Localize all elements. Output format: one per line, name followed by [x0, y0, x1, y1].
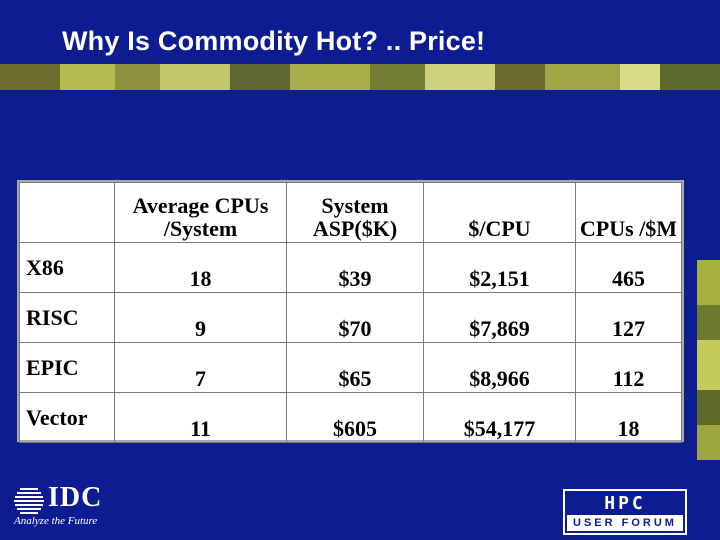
table-row: Vector 11 $605 $54,177 18	[19, 392, 682, 443]
header-cpus-per-million: CPUs /$M	[575, 182, 682, 243]
row-label: Vector	[19, 392, 115, 443]
cell-cpus-per-million: 465	[575, 242, 682, 293]
header-avg-cpus: Average CPUs /System	[114, 182, 287, 243]
table-row: RISC 9 $70 $7,869 127	[19, 292, 682, 343]
cell-system-asp: $70	[286, 292, 424, 343]
cell-avg-cpus: 7	[114, 342, 287, 393]
header-cost-per-cpu: $/CPU	[423, 182, 576, 243]
cell-system-asp: $39	[286, 242, 424, 293]
cell-cpus-per-million: 18	[575, 392, 682, 443]
row-label: RISC	[19, 292, 115, 343]
slide-title: Why Is Commodity Hot? .. Price!	[62, 26, 486, 56]
decorative-side-strip	[697, 220, 720, 460]
idc-tagline: Analyze the Future	[14, 515, 98, 527]
hpc-user-forum-logo: HPC USER FORUM	[563, 489, 687, 535]
hpc-logo-top-text: HPC	[604, 493, 646, 514]
cell-cost-per-cpu: $54,177	[423, 392, 576, 443]
cell-system-asp: $65	[286, 342, 424, 393]
cell-cost-per-cpu: $8,966	[423, 342, 576, 393]
idc-globe-icon	[14, 488, 44, 514]
cell-avg-cpus: 18	[114, 242, 287, 293]
table-corner-cell	[19, 182, 115, 243]
decorative-color-strip	[0, 64, 720, 90]
idc-logo-text: IDC	[48, 482, 103, 513]
table-row: EPIC 7 $65 $8,966 112	[19, 342, 682, 393]
cell-cost-per-cpu: $7,869	[423, 292, 576, 343]
hpc-logo-bottom-text: USER FORUM	[567, 515, 683, 531]
comparison-table: Average CPUs /System System ASP($K) $/CP…	[17, 180, 684, 443]
cell-cost-per-cpu: $2,151	[423, 242, 576, 293]
table-row: X86 18 $39 $2,151 465	[19, 242, 682, 293]
cell-cpus-per-million: 127	[575, 292, 682, 343]
cell-avg-cpus: 11	[114, 392, 287, 443]
header-system-asp: System ASP($K)	[286, 182, 424, 243]
cell-avg-cpus: 9	[114, 292, 287, 343]
cell-cpus-per-million: 112	[575, 342, 682, 393]
table-header-row: Average CPUs /System System ASP($K) $/CP…	[19, 182, 682, 243]
row-label: X86	[19, 242, 115, 293]
row-label: EPIC	[19, 342, 115, 393]
cell-system-asp: $605	[286, 392, 424, 443]
